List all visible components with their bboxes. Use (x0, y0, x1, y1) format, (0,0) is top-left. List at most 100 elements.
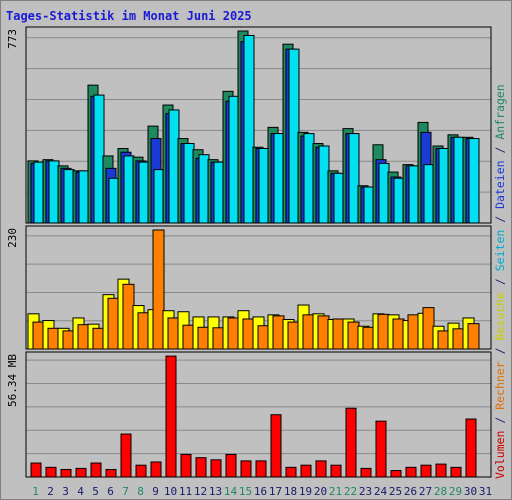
bar-rechner-day-28 (437, 330, 450, 350)
bar-volumen-day-3 (60, 468, 72, 478)
bar-rechner-day-1 (32, 321, 45, 350)
bar-volumen-day-24 (375, 420, 387, 478)
bar-rechner-day-20 (317, 315, 330, 350)
bar-volumen-day-27 (420, 464, 432, 478)
right-legend: Volumen / Rechner / Besuche / Seiten / D… (493, 84, 507, 479)
bar-rechner-day-19 (302, 314, 315, 350)
panel-border-middle (25, 225, 492, 350)
x-tick-label-day-2: 2 (47, 485, 54, 498)
bar-volumen-day-8 (135, 464, 147, 478)
bar-rechner-day-21 (332, 318, 345, 350)
bar-volumen-day-15 (240, 460, 252, 478)
bar-rechner-day-9 (152, 229, 165, 350)
legend-separator: / (493, 341, 507, 362)
x-tick-label-day-1: 1 (32, 485, 39, 498)
bar-rechner-day-8 (137, 312, 150, 350)
bar-rechner-day-18 (287, 321, 300, 350)
bar-rechner-day-23 (362, 326, 375, 350)
x-tick-label-day-28: 28 (434, 485, 447, 498)
x-tick-label-day-17: 17 (269, 485, 282, 498)
bar-volumen-day-12 (195, 457, 207, 478)
x-tick-label-day-4: 4 (77, 485, 84, 498)
bar-volumen-day-29 (450, 466, 462, 478)
bar-rechner-day-5 (92, 327, 105, 350)
bar-rechner-day-27 (422, 307, 435, 350)
bar-rechner-day-24 (377, 313, 390, 350)
chart-title: Tages-Statistik im Monat Juni 2025 (6, 9, 252, 23)
x-tick-label-day-7: 7 (122, 485, 129, 498)
y-tick-label-bottom: 56.34 MB (6, 354, 19, 407)
bar-rechner-day-13 (212, 327, 225, 350)
bar-volumen-day-20 (315, 460, 327, 478)
x-tick-label-day-26: 26 (404, 485, 417, 498)
bar-volumen-day-13 (210, 459, 222, 478)
x-tick-label-day-22: 22 (344, 485, 357, 498)
bar-rechner-day-11 (182, 324, 195, 350)
x-tick-label-day-9: 9 (152, 485, 159, 498)
x-tick-label-day-11: 11 (179, 485, 192, 498)
bar-rechner-day-22 (347, 321, 360, 350)
legend-entry-volumen: Volumen (493, 431, 507, 479)
bar-volumen-day-16 (255, 460, 267, 478)
legend-entry-besuche: Besuche (493, 292, 507, 341)
bar-rechner-day-10 (167, 317, 180, 350)
legend-separator: / (493, 271, 507, 292)
panel-border-bottom (25, 351, 492, 478)
chart-panel-bottom: 56.34 MB (6, 351, 492, 478)
chart-panel-middle: 230 (6, 225, 492, 350)
bar-volumen-day-5 (90, 462, 102, 478)
bar-rechner-day-12 (197, 326, 210, 350)
x-tick-label-day-8: 8 (137, 485, 144, 498)
bar-rechner-day-25 (392, 318, 405, 350)
bar-seiten-day-30 (468, 138, 480, 224)
bar-volumen-day-23 (360, 467, 372, 478)
y-tick-label-middle: 230 (6, 228, 19, 248)
x-tick-label-day-20: 20 (314, 485, 327, 498)
bar-rechner-day-15 (242, 318, 255, 350)
bar-volumen-day-26 (405, 466, 417, 478)
x-tick-label-day-24: 24 (374, 485, 388, 498)
bar-volumen-day-18 (285, 466, 297, 478)
x-tick-label-day-25: 25 (389, 485, 402, 498)
bar-volumen-day-14 (225, 453, 237, 478)
bar-volumen-day-9 (150, 461, 162, 478)
bar-rechner-day-17 (272, 315, 285, 350)
bar-rechner-day-6 (107, 297, 120, 350)
bar-rechner-day-16 (257, 325, 270, 350)
legend-entry-rechner: Rechner (493, 361, 507, 410)
legend-entry-anfragen: Anfragen (493, 84, 507, 139)
legend-separator: / (493, 140, 507, 161)
bar-rechner-day-3 (62, 330, 75, 350)
x-tick-label-day-19: 19 (299, 485, 312, 498)
bar-rechner-day-2 (47, 327, 60, 350)
panel-border-top (25, 26, 492, 224)
chart-panel-top: 773 (6, 26, 492, 224)
x-tick-label-day-13: 13 (209, 485, 222, 498)
legend-entry-dateien: Dateien (493, 160, 507, 208)
x-tick-label-day-6: 6 (107, 485, 114, 498)
bar-volumen-day-25 (390, 470, 402, 478)
bar-volumen-day-22 (345, 407, 357, 478)
bar-volumen-day-17 (270, 414, 282, 478)
bar-volumen-day-6 (105, 468, 117, 478)
bar-volumen-day-10 (165, 355, 177, 478)
x-tick-label-day-3: 3 (62, 485, 69, 498)
x-tick-label-day-27: 27 (419, 485, 432, 498)
bar-rechner-day-14 (227, 317, 240, 350)
y-tick-label-top: 773 (6, 29, 19, 49)
x-tick-label-day-10: 10 (164, 485, 177, 498)
x-tick-label-day-18: 18 (284, 485, 297, 498)
x-tick-label-day-29: 29 (449, 485, 462, 498)
bar-volumen-day-21 (330, 464, 342, 478)
legend-entry-seiten: Seiten (493, 230, 507, 272)
x-tick-label-day-15: 15 (239, 485, 252, 498)
bar-volumen-day-1 (30, 462, 42, 478)
x-tick-label-day-30: 30 (464, 485, 477, 498)
legend-separator: / (493, 209, 507, 230)
x-tick-label-day-12: 12 (194, 485, 207, 498)
x-tick-label-day-21: 21 (329, 485, 342, 498)
bar-volumen-day-19 (300, 464, 312, 478)
bar-volumen-day-4 (75, 467, 87, 478)
bar-volumen-day-30 (465, 418, 477, 478)
